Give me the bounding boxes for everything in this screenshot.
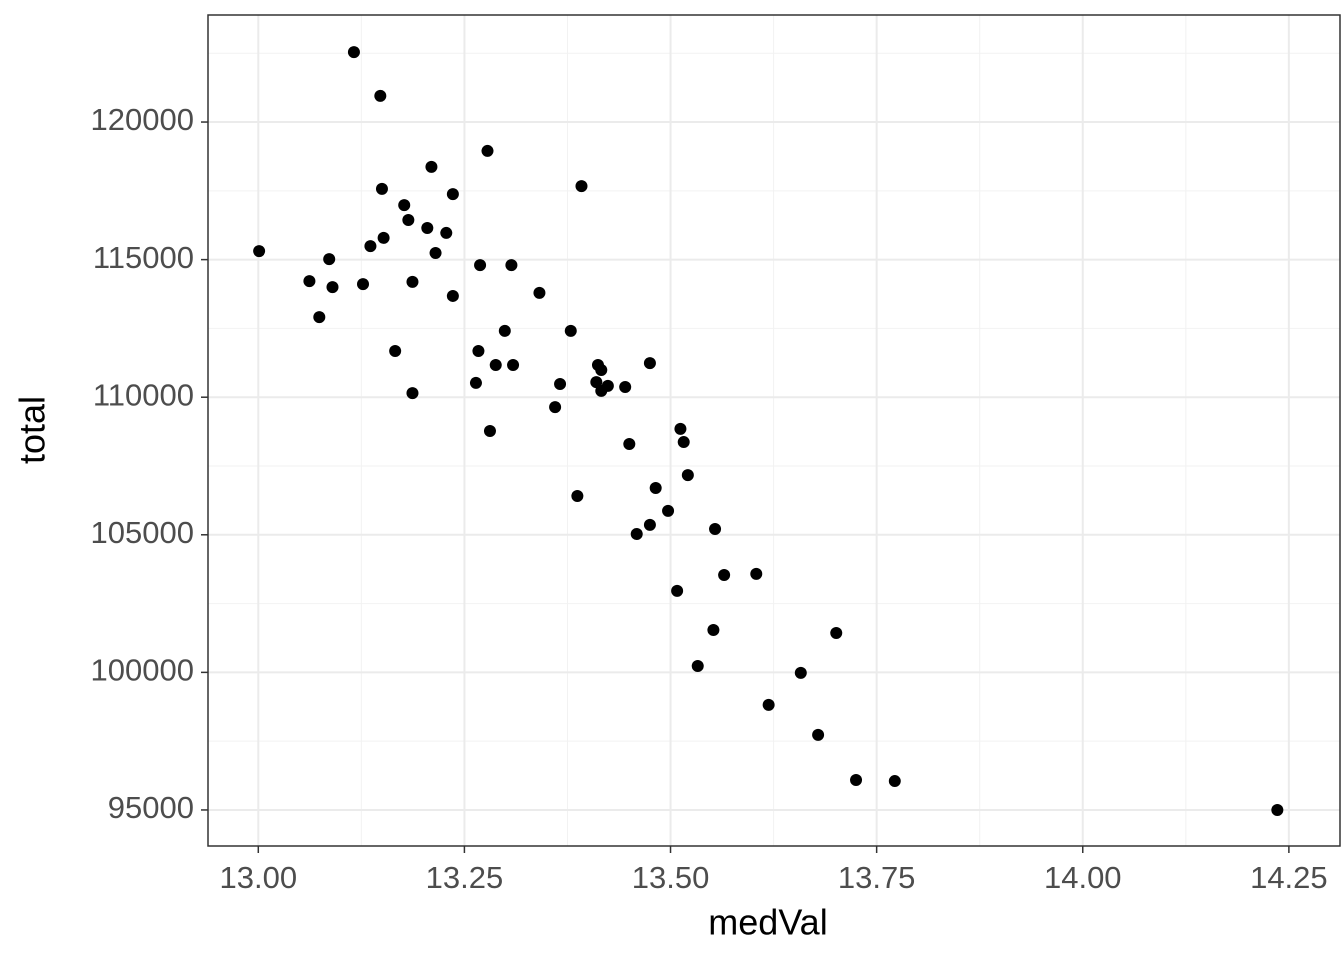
point [1271, 803, 1284, 816]
point [375, 182, 388, 195]
point [481, 144, 494, 157]
point [630, 527, 643, 540]
point [681, 469, 694, 482]
point [595, 363, 608, 376]
point [564, 324, 577, 337]
point [850, 773, 863, 786]
point [649, 482, 662, 495]
point [662, 504, 675, 517]
point [313, 311, 326, 324]
y-axis-title: total [12, 396, 53, 464]
point [533, 286, 546, 299]
point [671, 584, 684, 597]
point [483, 425, 496, 438]
point [440, 226, 453, 239]
x-tick-label: 13.25 [426, 860, 504, 895]
point [554, 377, 567, 390]
point [469, 376, 482, 389]
point [377, 231, 390, 244]
point [812, 728, 825, 741]
point [421, 221, 434, 234]
y-tick-label: 105000 [91, 515, 194, 550]
point [571, 489, 584, 502]
point [707, 623, 720, 636]
point [498, 324, 511, 337]
x-tick-label: 13.00 [220, 860, 298, 895]
y-tick-label: 120000 [91, 102, 194, 137]
point [643, 518, 656, 531]
point [590, 376, 603, 389]
point [888, 775, 901, 788]
point [446, 188, 459, 201]
point [601, 379, 614, 392]
point [323, 253, 336, 266]
point [489, 359, 502, 372]
point [619, 381, 632, 394]
point [474, 259, 487, 272]
point [750, 567, 763, 580]
point [709, 523, 722, 536]
point [429, 247, 442, 260]
point [549, 401, 562, 414]
x-axis-title: medVal [708, 902, 827, 943]
point [762, 698, 775, 711]
point [364, 240, 377, 253]
point [253, 245, 266, 258]
point [326, 281, 339, 294]
point [389, 344, 402, 357]
point [507, 359, 520, 372]
y-tick-label: 115000 [93, 240, 194, 275]
y-tick-label: 95000 [108, 790, 194, 825]
point [347, 46, 360, 59]
point [830, 627, 843, 640]
point [623, 437, 636, 450]
point [718, 568, 731, 581]
x-tick-label: 14.25 [1250, 860, 1328, 895]
point [425, 160, 438, 173]
point [643, 357, 656, 370]
point [674, 422, 687, 435]
point [406, 275, 419, 288]
x-tick-label: 13.50 [632, 860, 710, 895]
panel-border [207, 14, 1341, 847]
y-tick-label: 100000 [91, 653, 194, 688]
y-tick-label: 110000 [93, 377, 194, 412]
point [794, 666, 807, 679]
point [446, 289, 459, 302]
x-tick-label: 14.00 [1044, 860, 1122, 895]
point [374, 89, 387, 102]
point [472, 344, 485, 357]
point [505, 259, 518, 272]
point [303, 275, 316, 288]
point [677, 436, 690, 449]
point [691, 660, 704, 673]
point [398, 199, 411, 212]
point [357, 278, 370, 291]
point [406, 387, 419, 400]
point [402, 213, 415, 226]
x-tick-label: 13.75 [838, 860, 916, 895]
point [575, 180, 588, 193]
